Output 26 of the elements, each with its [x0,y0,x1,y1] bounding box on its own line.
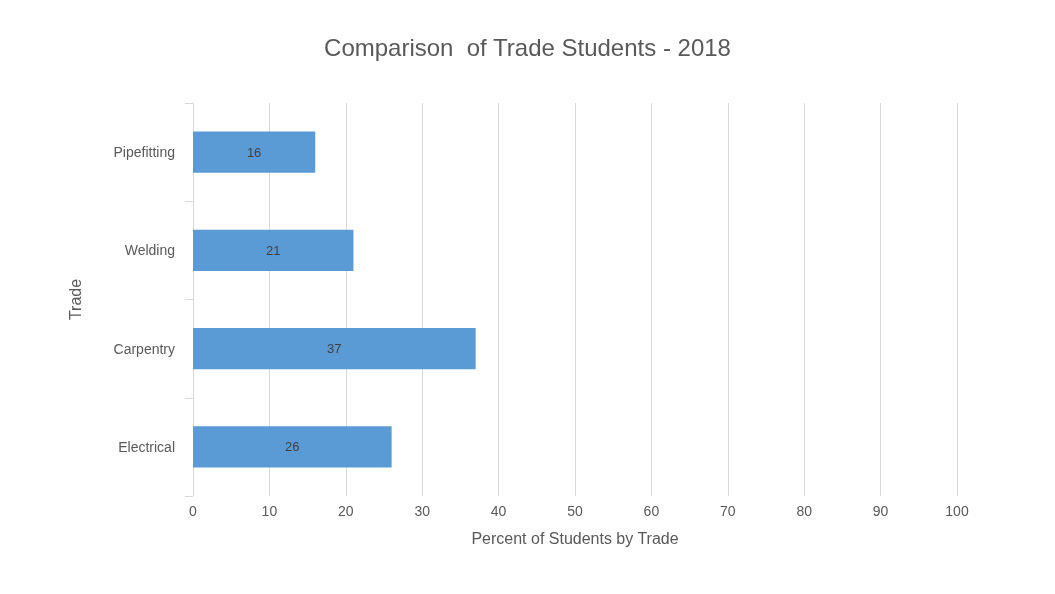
bar [193,229,354,272]
data-label: 16 [246,144,262,160]
y-tick-label: Electrical [118,438,175,455]
x-axis-title: Percent of Students by Trade [471,529,679,547]
x-tick-label: 80 [796,503,813,519]
x-tick-label: 20 [338,503,354,519]
x-tick-label: 40 [490,503,507,519]
data-label: 37 [327,341,342,357]
y-tick-label: Pipefitting [113,144,175,161]
x-tick-label: 10 [261,503,278,519]
bar [193,131,316,173]
y-axis-title: Trade [66,278,84,321]
y-tick-label: Carpentry [113,340,175,357]
x-tick-label: 70 [720,503,736,519]
y-tick-label: Welding [124,242,175,259]
x-tick-label: 60 [643,503,660,519]
x-tick-label: 90 [872,503,889,519]
chart-title: Comparison of Trade Students - 2018 [324,33,731,61]
data-label: 21 [265,242,281,258]
x-tick-label: 50 [567,503,583,519]
data-label: 26 [285,439,300,455]
bar [193,327,476,370]
x-tick-label: 30 [414,503,431,519]
x-tick-label: 0 [189,503,198,519]
x-tick-label: 100 [945,503,969,519]
bar [193,426,392,468]
